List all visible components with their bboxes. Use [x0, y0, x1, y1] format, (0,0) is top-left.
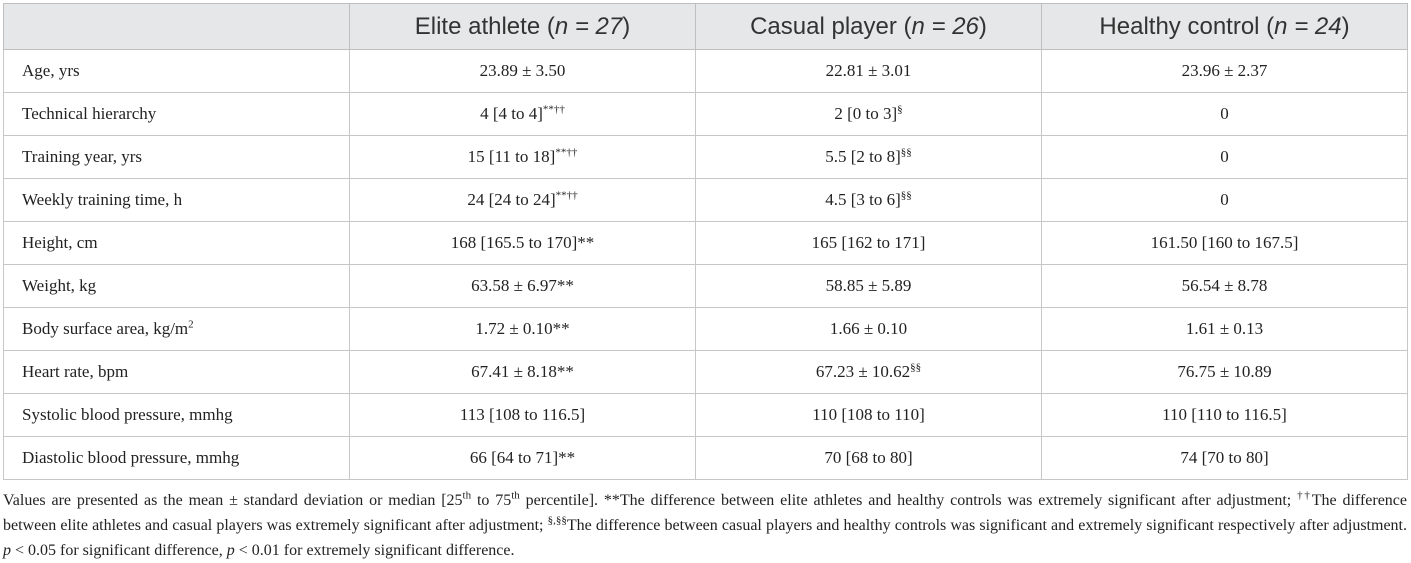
table-cell: 1.61 ± 0.13 — [1041, 307, 1408, 351]
table-cell: 168 [165.5 to 170]** — [349, 221, 696, 265]
table-cell: 76.75 ± 10.89 — [1041, 350, 1408, 394]
header-row: Elite athlete (n = 27) Casual player (n … — [3, 3, 1408, 50]
table-row: Weekly training time, h 24 [24 to 24]**††… — [3, 178, 1408, 222]
table-cell: 24 [24 to 24]**†† — [349, 178, 696, 222]
table-row: Heart rate, bpm 67.41 ± 8.18** 67.23 ± 10.… — [3, 350, 1408, 394]
table-cell: 22.81 ± 3.01 — [695, 49, 1042, 93]
table-cell: 67.23 ± 10.62§§ — [695, 350, 1042, 394]
table-row: Weight, kg 63.58 ± 6.97** 58.85 ± 5.89 56.5… — [3, 264, 1408, 308]
table-cell: 56.54 ± 8.78 — [1041, 264, 1408, 308]
row-label: Heart rate, bpm — [3, 350, 350, 394]
table-cell: 4 [4 to 4]**†† — [349, 92, 696, 136]
table-cell: 0 — [1041, 135, 1408, 179]
table-row: Age, yrs 23.89 ± 3.50 22.81 ± 3.01 23.96 ± … — [3, 49, 1408, 93]
header-healthy-control: Healthy control (n = 24) — [1041, 3, 1408, 50]
table-row: Body surface area, kg/m2 1.72 ± 0.10** 1.6… — [3, 307, 1408, 351]
table-cell: 74 [70 to 80] — [1041, 436, 1408, 480]
table-cell: 70 [68 to 80] — [695, 436, 1042, 480]
row-label: Body surface area, kg/m2 — [3, 307, 350, 351]
table-cell: 110 [110 to 116.5] — [1041, 393, 1408, 437]
header-casual-player: Casual player (n = 26) — [695, 3, 1042, 50]
table-cell: 5.5 [2 to 8]§§ — [695, 135, 1042, 179]
row-label: Training year, yrs — [3, 135, 350, 179]
table-cell: 113 [108 to 116.5] — [349, 393, 696, 437]
table-cell: 66 [64 to 71]** — [349, 436, 696, 480]
table-cell: 2 [0 to 3]§ — [695, 92, 1042, 136]
table-cell: 0 — [1041, 92, 1408, 136]
table-body: Age, yrs 23.89 ± 3.50 22.81 ± 3.01 23.96 ± … — [3, 49, 1408, 480]
table-footnote: Values are presented as the mean ± stand… — [3, 489, 1408, 559]
table-row: Training year, yrs 15 [11 to 18]**†† 5.5 [… — [3, 135, 1408, 179]
table-header: Elite athlete (n = 27) Casual player (n … — [3, 3, 1408, 50]
table-cell: 4.5 [3 to 6]§§ — [695, 178, 1042, 222]
header-elite-athlete: Elite athlete (n = 27) — [349, 3, 696, 50]
data-table-container: Elite athlete (n = 27) Casual player (n … — [3, 3, 1408, 480]
row-label: Systolic blood pressure, mmhg — [3, 393, 350, 437]
table-cell: 1.66 ± 0.10 — [695, 307, 1042, 351]
header-n-control: n = 24 — [1274, 12, 1342, 40]
table-row: Height, cm 168 [165.5 to 170]** 165 [162 t… — [3, 221, 1408, 265]
row-label: Diastolic blood pressure, mmhg — [3, 436, 350, 480]
table-row: Systolic blood pressure, mmhg 113 [108 to… — [3, 393, 1408, 437]
row-label: Weight, kg — [3, 264, 350, 308]
row-label: Technical hierarchy — [3, 92, 350, 136]
table-cell: 58.85 ± 5.89 — [695, 264, 1042, 308]
row-label: Height, cm — [3, 221, 350, 265]
table-cell: 0 — [1041, 178, 1408, 222]
characteristics-table: Elite athlete (n = 27) Casual player (n … — [3, 3, 1408, 480]
table-cell: 63.58 ± 6.97** — [349, 264, 696, 308]
table-cell: 165 [162 to 171] — [695, 221, 1042, 265]
table-cell: 161.50 [160 to 167.5] — [1041, 221, 1408, 265]
table-cell: 15 [11 to 18]**†† — [349, 135, 696, 179]
header-n-elite: n = 27 — [554, 12, 623, 40]
table-row: Technical hierarchy 4 [4 to 4]**†† 2 [0 to… — [3, 92, 1408, 136]
table-cell: 1.72 ± 0.10** — [349, 307, 696, 351]
header-corner-cell — [3, 3, 350, 50]
table-cell: 67.41 ± 8.18** — [349, 350, 696, 394]
table-row: Diastolic blood pressure, mmhg 66 [64 to … — [3, 436, 1408, 480]
header-n-casual: n = 26 — [911, 12, 979, 40]
table-cell: 110 [108 to 110] — [695, 393, 1042, 437]
row-label: Age, yrs — [3, 49, 350, 93]
table-cell: 23.89 ± 3.50 — [349, 49, 696, 93]
table-cell: 23.96 ± 2.37 — [1041, 49, 1408, 93]
row-label: Weekly training time, h — [3, 178, 350, 222]
